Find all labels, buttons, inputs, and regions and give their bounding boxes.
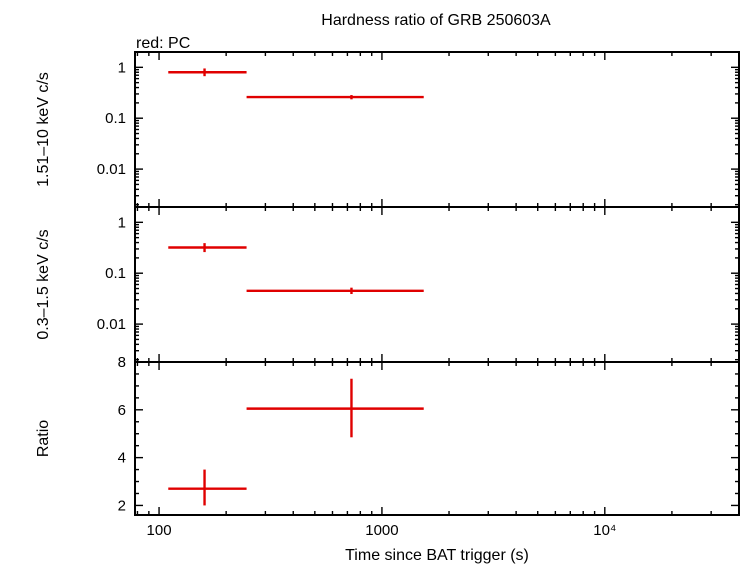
chart-panels: 1 0.1 0.01 1.51–10 keV c/s 1 0.1 0.01 0.3–1.5 k… <box>35 51 740 539</box>
data-point <box>246 378 424 438</box>
x-tick-label: 10⁴ <box>593 522 616 539</box>
y-axis-label: 1.51–10 keV c/s <box>35 72 52 187</box>
y-tick-label: 0.01 <box>97 316 126 333</box>
y-tick-label: 8 <box>118 354 126 371</box>
data-point <box>168 68 247 77</box>
panel-2: 1 0.1 0.01 0.3–1.5 keV c/s <box>35 206 740 363</box>
y-tick-label: 0.1 <box>105 110 126 127</box>
y-tick-label: 4 <box>118 450 126 467</box>
y-axis-label: Ratio <box>35 420 52 457</box>
x-axis-label: Time since BAT trigger (s) <box>345 547 529 564</box>
panel-1: 1 0.1 0.01 1.51–10 keV c/s <box>35 51 740 208</box>
y-tick-label: 0.1 <box>105 265 126 282</box>
data-point <box>168 243 247 253</box>
data-point <box>168 469 247 506</box>
panel-frame <box>134 51 740 208</box>
y-tick-label: 1 <box>118 214 126 231</box>
x-tick-label: 100 <box>147 522 172 539</box>
y-tick-label: 1 <box>118 59 126 76</box>
panel-frame <box>134 206 740 363</box>
panel-3: 2 4 6 8 Ratio <box>35 354 740 516</box>
y-tick-label: 6 <box>118 402 126 419</box>
chart-subtitle: red: PC <box>136 35 190 52</box>
data-point <box>246 95 424 100</box>
panel-frame <box>134 361 740 516</box>
chart-title: Hardness ratio of GRB 250603A <box>321 12 551 29</box>
x-tick-label: 1000 <box>365 522 398 539</box>
data-point <box>246 287 424 295</box>
y-tick-label: 2 <box>118 497 126 514</box>
y-tick-label: 0.01 <box>97 161 126 178</box>
y-axis-label: 0.3–1.5 keV c/s <box>35 229 52 339</box>
